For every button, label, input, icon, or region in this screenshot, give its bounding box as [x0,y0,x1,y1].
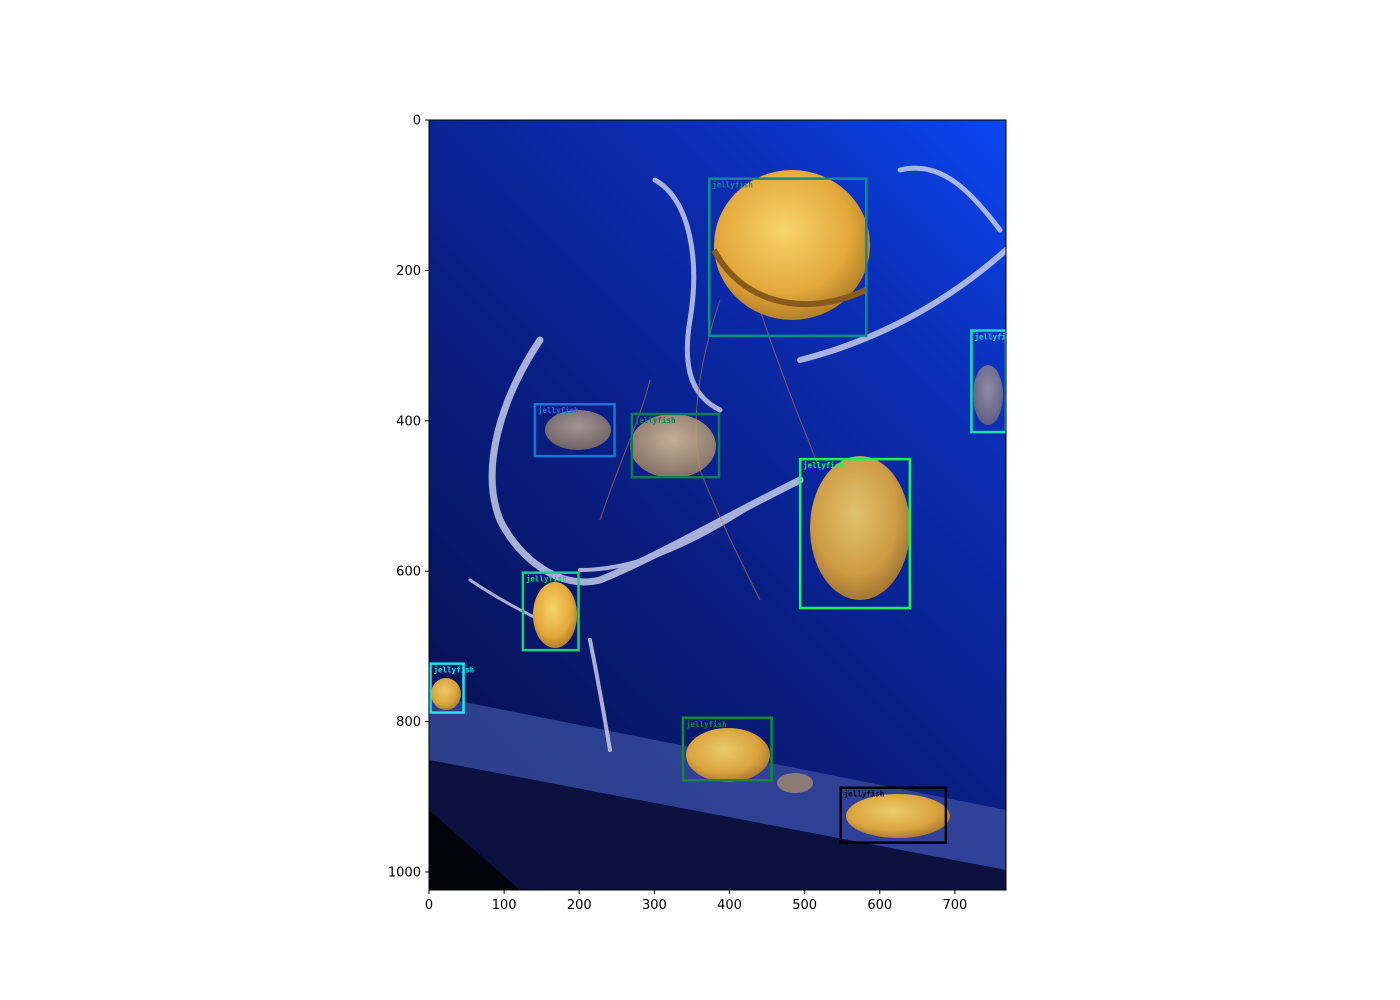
bounding-box [533,402,616,458]
detection-box: jellyfish [533,402,616,458]
y-tick-label: 1000 [388,865,421,880]
bounding-box [839,786,948,844]
y-tick-label: 800 [396,715,421,730]
detection-label: jellyfish [538,406,579,415]
bounding-box [429,662,465,714]
bounding-box [521,571,580,652]
x-tick-label: 0 [425,898,433,913]
detection-box: jellyfish [839,786,948,844]
y-tick-label: 200 [396,264,421,279]
axes-frame [428,119,1007,891]
bounding-box [970,329,1006,434]
y-axis: 0 200 400 600 800 1000 [388,114,429,880]
y-tick-label: 600 [396,565,421,580]
detection-label: jellyfish [686,720,727,729]
detection-layer: jellyfish jellyfish jellyfish jellyfish jell… [429,177,1015,844]
detection-label: jellyfish [974,333,1015,342]
x-tick-label: 200 [567,898,592,913]
detection-label: jellyfish [434,666,475,675]
detection-box: jellyfish [798,457,912,610]
x-tick-label: 400 [717,898,742,913]
detection-label: jellyfish [803,461,844,470]
jellyfish-bells [431,170,1003,838]
x-tick-label: 500 [792,898,817,913]
x-tick-label: 600 [867,898,892,913]
y-tick-label: 400 [396,414,421,429]
detection-label: jellyfish [635,416,676,425]
bounding-box [707,177,868,338]
detection-box: jellyfish [630,412,721,479]
x-tick-label: 100 [492,898,517,913]
aquarium-photo: jellyfish jellyfish jellyfish jellyfish jell… [429,120,1015,890]
detection-box: jellyfish [707,177,868,338]
detection-box: jellyfish [521,571,580,652]
detection-box: jellyfish [970,329,1015,434]
detection-label: jellyfish [712,181,753,190]
bounding-box [630,412,721,479]
x-axis: 0 100 200 300 400 500 600 700 [425,890,967,913]
y-tick-label: 0 [413,114,421,129]
bounding-box [798,457,912,610]
detection-box: jellyfish [681,716,773,782]
detection-box: jellyfish [429,662,475,714]
detection-label: jellyfish [526,575,567,584]
x-tick-label: 300 [642,898,667,913]
bounding-box [681,716,773,782]
detection-label: jellyfish [844,790,885,799]
x-tick-label: 700 [942,898,967,913]
